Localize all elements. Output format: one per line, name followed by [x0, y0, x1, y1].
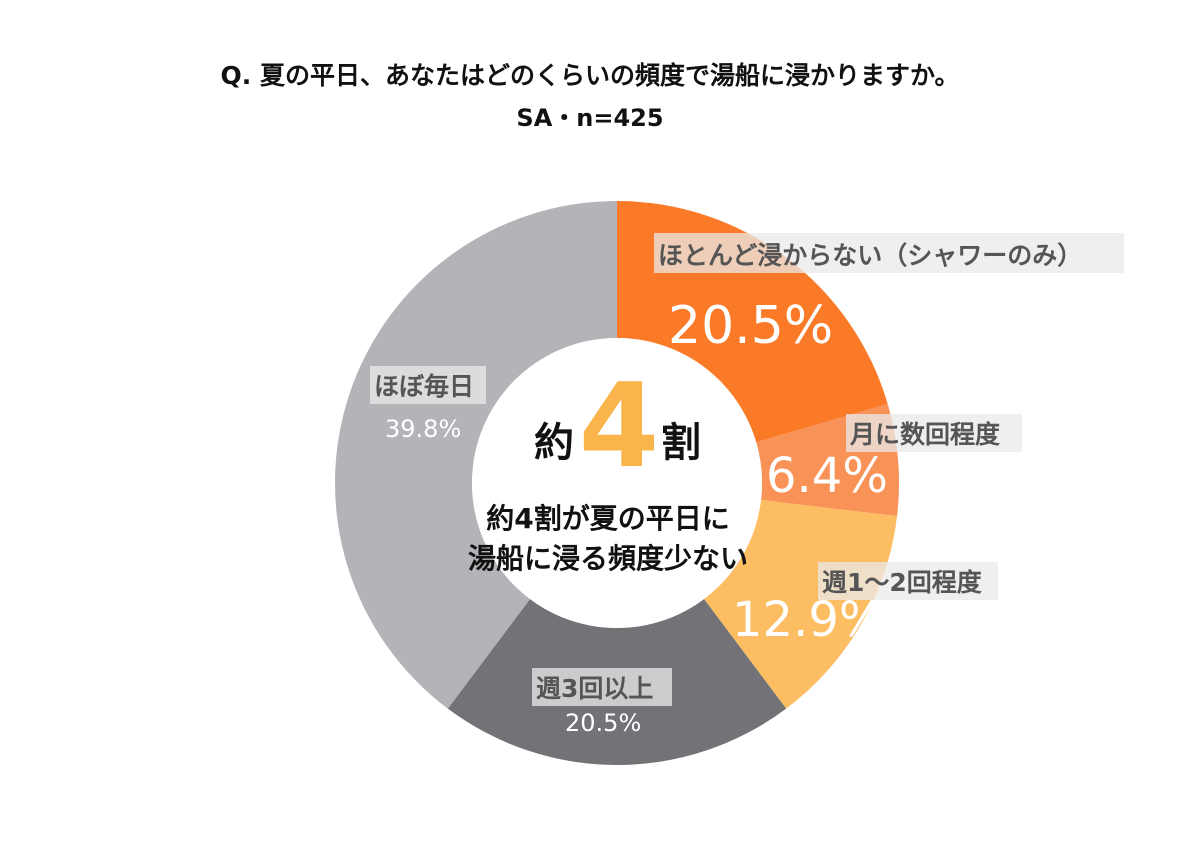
label-bg [818, 562, 998, 600]
slice-value-label: 20.5% [565, 709, 641, 737]
slice-label: 週1～2回程度 [822, 568, 982, 597]
label-bg [654, 233, 1124, 273]
label-bg [532, 668, 672, 706]
center-left-char: 約 [534, 420, 574, 466]
center-caption-line1: 約4割が夏の平日に [486, 502, 729, 535]
label-group-weekly12: 週1～2回程度 12.9% [732, 562, 998, 648]
label-bg [846, 414, 1022, 452]
donut-slice-4 [335, 201, 617, 709]
donut-slice-2 [703, 500, 898, 709]
label-group-weekly3: 週3回以上 20.5% [532, 668, 672, 737]
slice-label: 週3回以上 [536, 674, 653, 703]
center-caption-line2: 湯船に浸る頻度少ない [468, 542, 748, 575]
donut-hole [472, 338, 762, 628]
label-group-monthly: 月に数回程度 6.4% [766, 414, 1022, 504]
slice-label: 月に数回程度 [849, 420, 1000, 449]
slice-label: ほぼ毎日 [374, 372, 474, 401]
label-bg [370, 366, 486, 404]
slice-value-label: 6.4% [766, 448, 888, 504]
sample-size: SA・n=425 [516, 104, 664, 132]
label-group-none: ほとんど浸からない（シャワーのみ） 20.5% [654, 233, 1124, 356]
center-big-number: 4 [579, 359, 660, 494]
slice-label: ほとんど浸からない（シャワーのみ） [658, 241, 1082, 270]
slice-value-label: 39.8% [385, 415, 461, 443]
question-title: Q. 夏の平日、あなたはどのくらいの頻度で湯船に浸かりますか。 [220, 61, 960, 90]
slice-value-label: 12.9% [732, 592, 884, 648]
center-right-char: 割 [661, 420, 701, 466]
label-group-daily: ほぼ毎日 39.8% [370, 366, 486, 443]
slice-value-label: 20.5% [668, 296, 833, 356]
